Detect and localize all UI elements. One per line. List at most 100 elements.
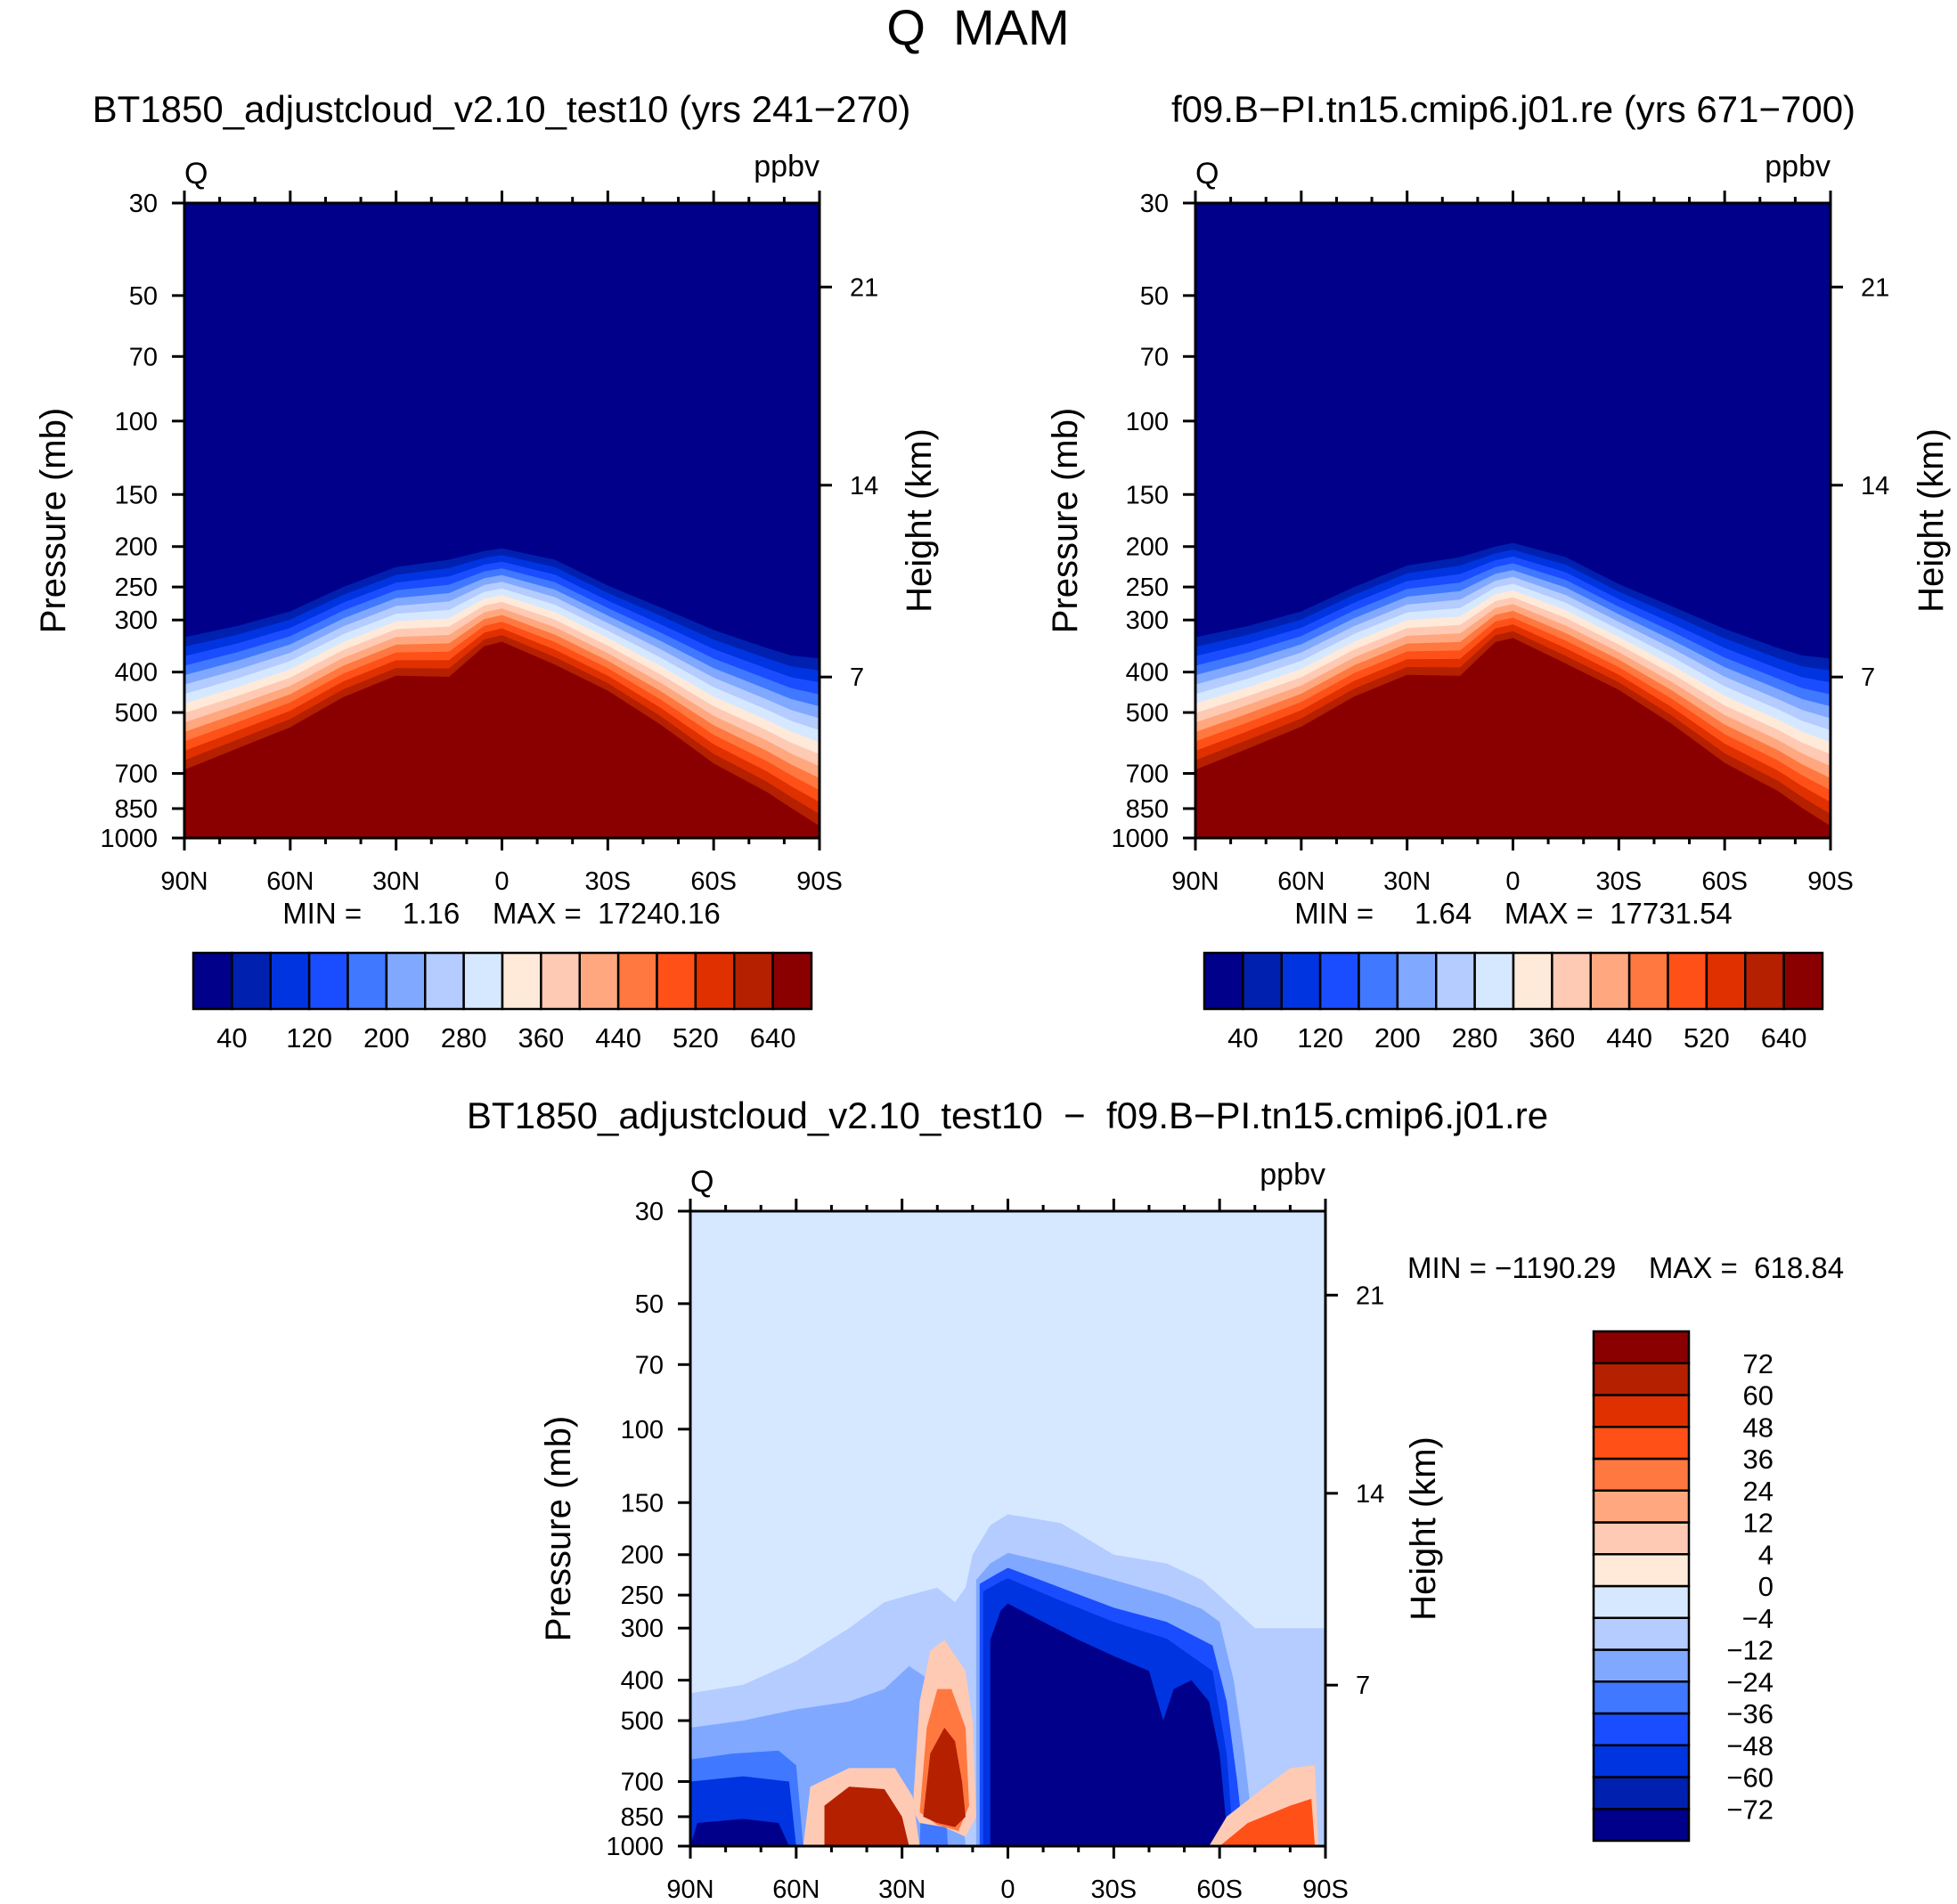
colorbar-box [540,951,581,1011]
x-tick-label: 0 [494,867,509,896]
y-tick-label: 50 [635,1290,664,1319]
colorbar-label: 4 [1758,1539,1774,1570]
colorbar-box [462,951,504,1011]
colorbar-label: 640 [750,1022,796,1054]
colorbar-box [1592,1808,1691,1843]
colorbar-box [1592,1616,1691,1651]
height-tick-label: 21 [850,273,878,302]
x-tick-label: 30N [372,867,420,896]
min-max-label: MIN = −1190.29 MAX = 618.84 [1407,1251,1844,1284]
colorbar-label: −48 [1726,1730,1774,1762]
y-tick-label: 150 [621,1489,664,1518]
y-tick-label: 1000 [100,825,158,853]
colorbar-box [424,951,465,1011]
y-tick-label: 1000 [1111,825,1169,853]
colorbar-box [501,951,542,1011]
colorbar-label: −4 [1742,1603,1774,1634]
colorbar-box [1592,1330,1691,1364]
colorbar-label: 40 [216,1022,247,1054]
x-tick-label: 90N [1171,867,1219,896]
y2-axis-label: Height (km) [1404,1436,1443,1621]
contour-region-12 [923,1728,966,1827]
panel-2-title: f09.B−PI.tn15.cmip6.j01.re (yrs 671−700) [1171,88,1855,130]
colorbar-label: 280 [441,1022,487,1054]
height-tick-label: 14 [1356,1480,1384,1509]
x-tick-label: 30S [1596,867,1643,896]
colorbar-label: 440 [595,1022,641,1054]
y-tick-label: 850 [115,795,158,824]
y-tick-label: 250 [1126,574,1169,602]
y-tick-label: 70 [635,1351,664,1379]
colorbar-box [1512,951,1553,1011]
y-tick-label: 200 [1126,533,1169,562]
contour-region-14 [824,1786,909,1846]
colorbar-box [1592,1426,1691,1461]
y-tick-label: 1000 [606,1833,664,1861]
colorbar-box [1592,1457,1691,1492]
colorbar-label: 520 [1684,1022,1730,1054]
y-tick-label: 250 [115,574,158,602]
y-tick-label: 100 [621,1416,664,1444]
colorbar-box [1589,951,1631,1011]
y-tick-label: 70 [129,343,158,371]
colorbar-label: −36 [1726,1698,1774,1729]
colorbar-label: 36 [1743,1444,1774,1475]
units-label: ppbv [1260,1158,1325,1192]
y-tick-label: 150 [115,481,158,509]
colorbar-label: −24 [1726,1666,1774,1697]
colorbar-box [616,951,658,1011]
variable-label: Q [184,157,208,191]
x-tick-label: 90S [1807,867,1854,896]
y-tick-label: 300 [1126,606,1169,635]
colorbar-label: 12 [1743,1508,1774,1539]
y-tick-label: 30 [1140,190,1169,218]
colorbar-label: 520 [673,1022,719,1054]
colorbar-box [1592,1744,1691,1778]
y-tick-label: 400 [1126,659,1169,688]
x-tick-label: 60N [1277,867,1325,896]
colorbar-box [694,951,736,1011]
y-tick-label: 700 [115,760,158,788]
y-tick-label: 100 [115,408,158,436]
colorbar-box [1396,951,1438,1011]
x-tick-label: 60S [690,867,737,896]
y-tick-label: 700 [1126,760,1169,788]
colorbar-label: 24 [1743,1476,1774,1507]
y2-axis-label: Height (km) [900,428,939,613]
colorbar-box [733,951,774,1011]
y-tick-label: 400 [621,1667,664,1696]
height-tick-label: 21 [1356,1282,1384,1310]
colorbar-box [1592,1394,1691,1428]
colorbar-label: 48 [1743,1412,1774,1443]
height-tick-label: 14 [1861,472,1889,500]
colorbar-label: 280 [1452,1022,1498,1054]
y-tick-label: 500 [621,1707,664,1736]
colorbar-label: 360 [518,1022,565,1054]
colorbar-box [1592,1521,1691,1556]
height-tick-label: 7 [850,663,864,692]
colorbar-box [231,951,272,1011]
units-label: ppbv [1765,150,1831,183]
contour-band-640 [1195,645,1831,838]
x-tick-label: 60N [772,1876,819,1904]
colorbar-label: 0 [1758,1571,1774,1602]
colorbar-box [656,951,697,1011]
contour-fill [184,203,819,838]
y-tick-label: 500 [1126,699,1169,728]
panel-1: 90N 60N 30N 0 30S 60S 90S 30 50 70 100 150 200 250 300… [34,150,939,1054]
y-tick-label: 500 [115,699,158,728]
colorbar-box [578,951,620,1011]
y-tick-label: 300 [621,1615,664,1643]
y-tick-label: 200 [115,533,158,562]
colorbar-box [1744,951,1785,1011]
colorbar-label: −72 [1726,1794,1774,1825]
y-tick-label: 30 [635,1198,664,1226]
min-max-label: MIN = 1.64 MAX = 17731.54 [1294,897,1733,930]
y-tick-label: 850 [621,1803,664,1832]
x-tick-label: 60S [1196,1876,1243,1904]
x-tick-label: 60S [1701,867,1748,896]
y-tick-label: 300 [115,606,158,635]
colorbar-box [1592,1680,1691,1715]
height-tick-label: 14 [850,472,878,500]
colorbar-label: −12 [1726,1635,1774,1666]
